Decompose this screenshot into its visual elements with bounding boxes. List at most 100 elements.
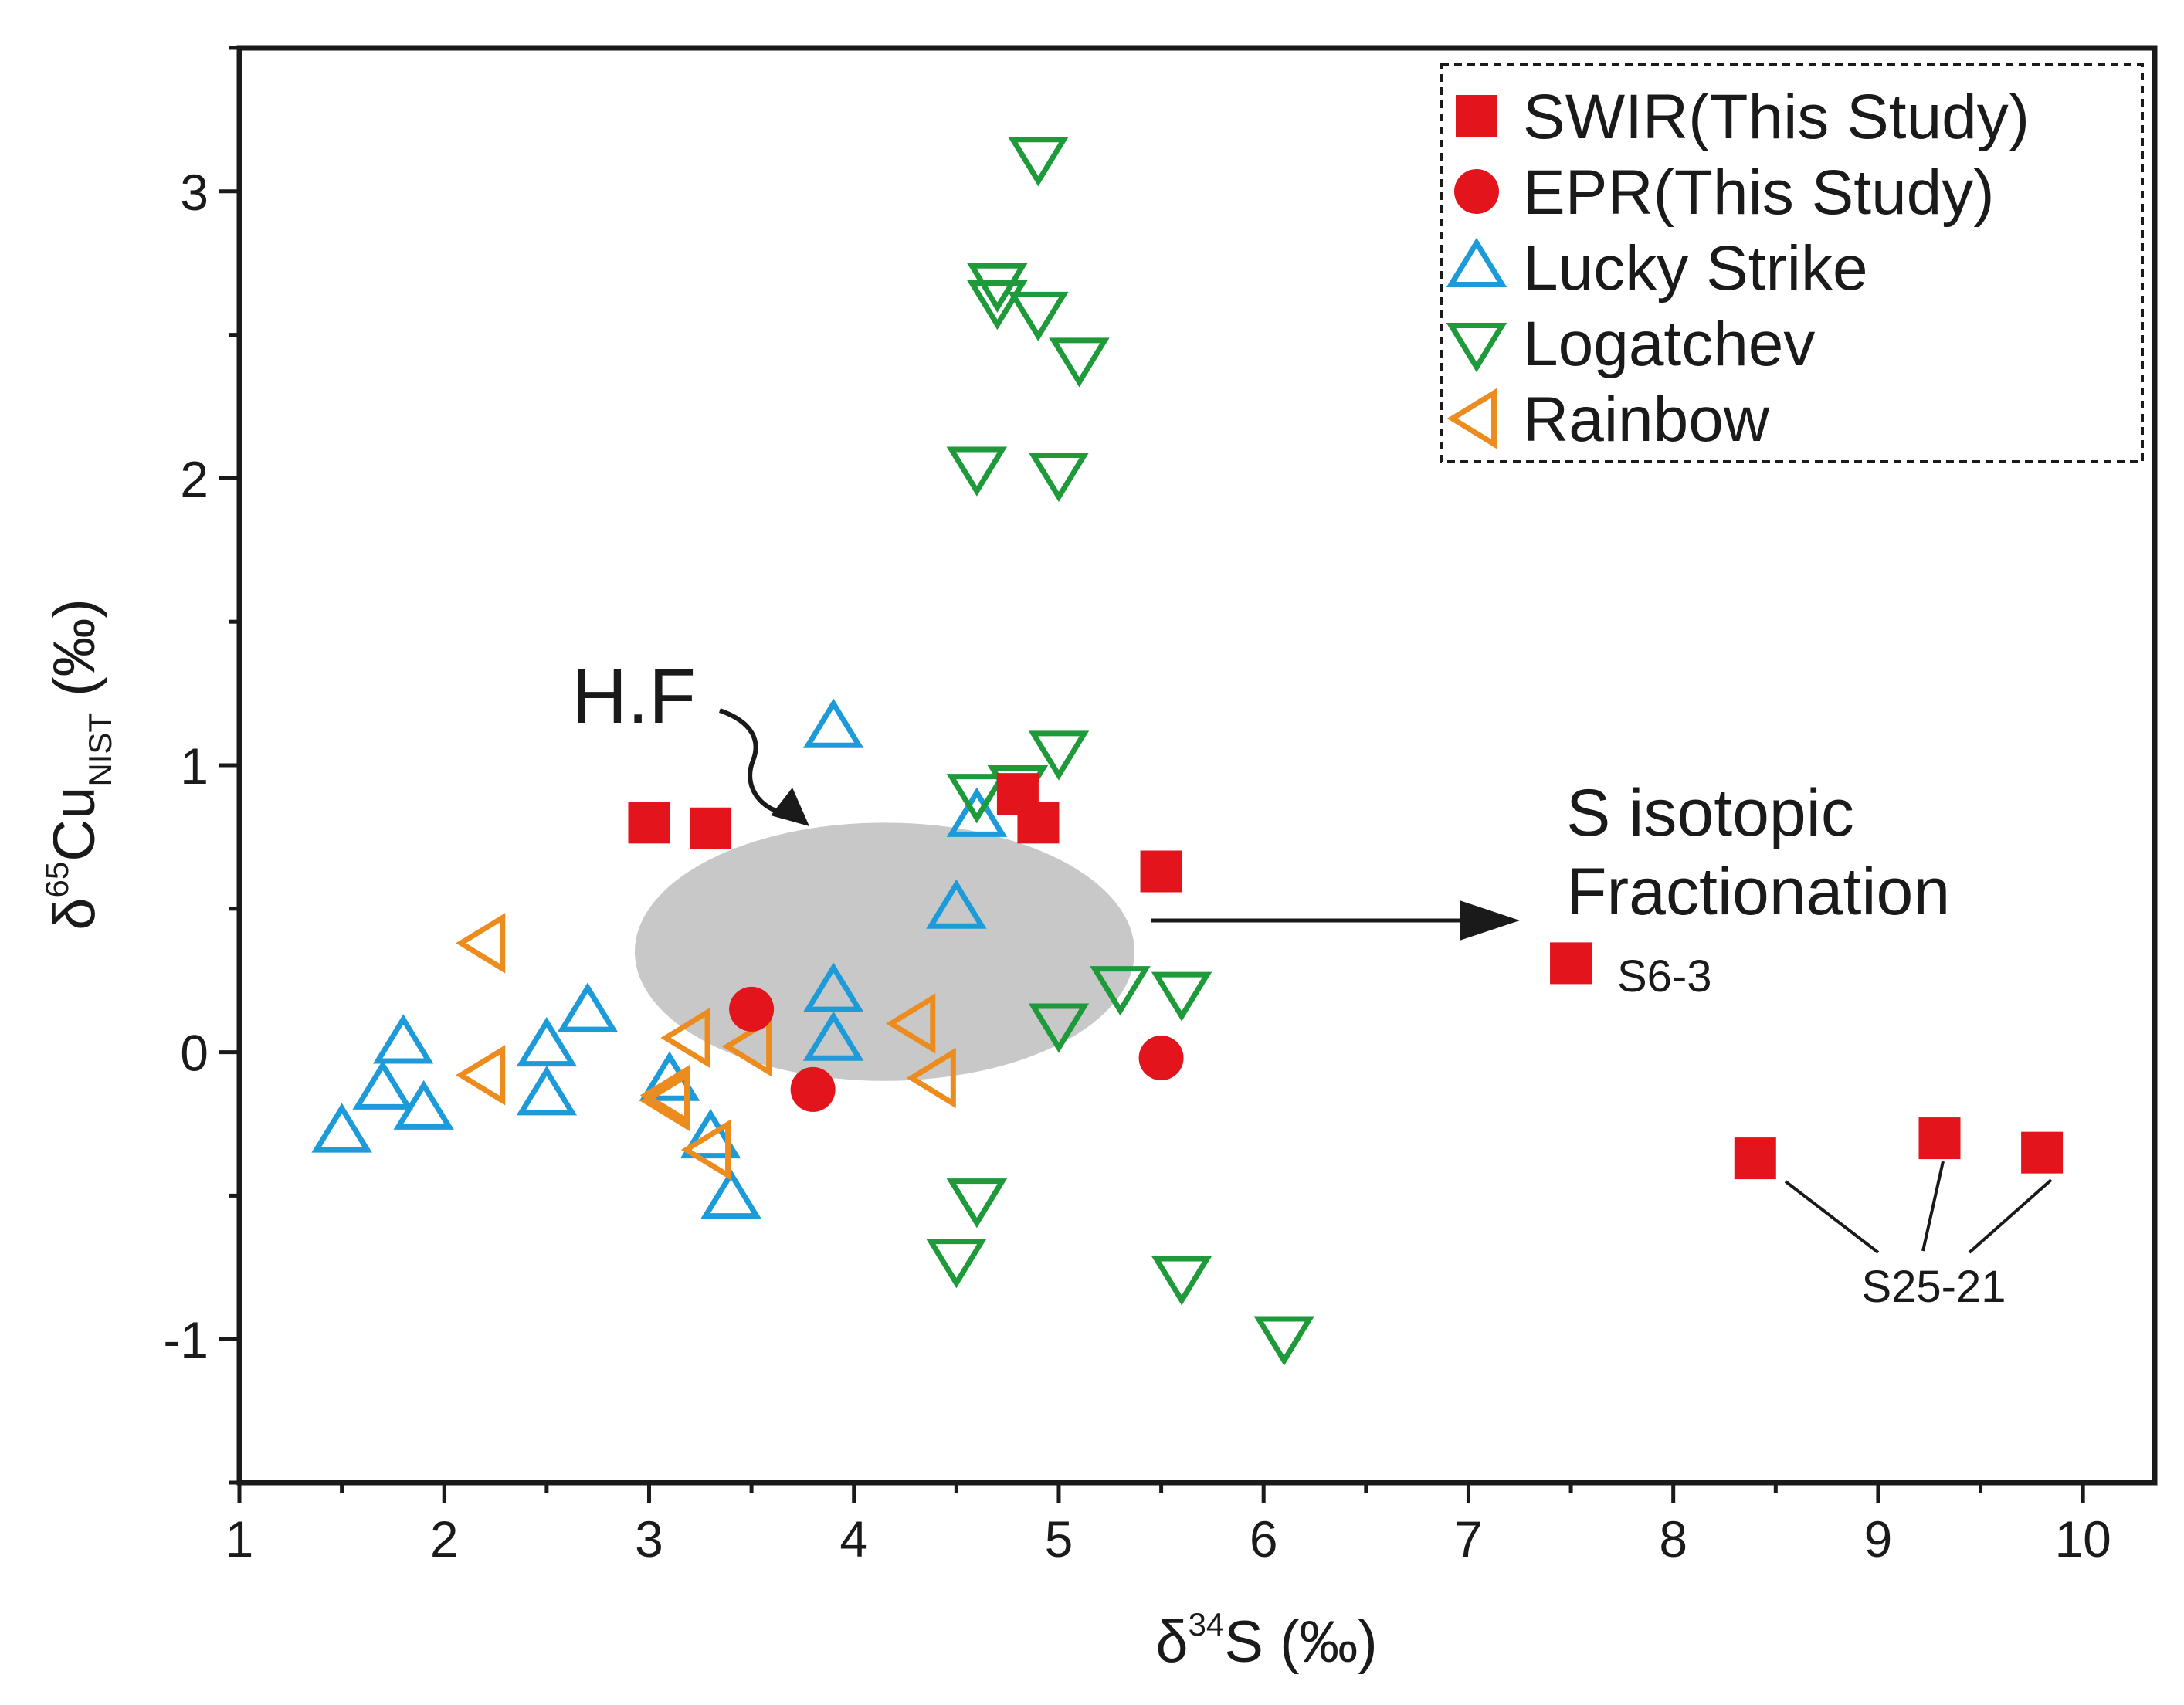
legend-marker xyxy=(1446,388,1497,449)
data-point xyxy=(946,774,1008,824)
y-tick-label: 3 xyxy=(180,164,209,221)
y-tick-label: 1 xyxy=(180,737,209,795)
data-point xyxy=(393,1080,454,1130)
data-point xyxy=(729,986,775,1032)
s6-3-label: S6-3 xyxy=(1617,951,1712,1002)
data-point xyxy=(311,1103,372,1153)
y-axis-title-sup: 65 xyxy=(39,862,75,898)
x-tick-label: 4 xyxy=(839,1510,868,1568)
data-point xyxy=(906,1047,956,1109)
fractionation-label-line2: Fractionation xyxy=(1566,855,1950,929)
legend-box xyxy=(1440,63,2144,463)
legend-label: Lucky Strike xyxy=(1523,233,1868,303)
data-point xyxy=(628,802,670,844)
x-axis-title-sup: 34 xyxy=(1189,1606,1225,1642)
data-point xyxy=(1550,942,1592,985)
data-point xyxy=(1008,137,1069,187)
data-point xyxy=(1049,337,1110,388)
legend-marker xyxy=(1456,95,1497,137)
hf-arrowhead xyxy=(771,788,809,826)
data-point xyxy=(946,787,1008,837)
legend-label: SWIR(This Study) xyxy=(1523,82,2030,152)
x-tick-label: 7 xyxy=(1454,1510,1483,1568)
data-point xyxy=(1017,802,1060,844)
legend-item: EPR(This Study) xyxy=(1454,158,1995,228)
x-tick-label: 6 xyxy=(1250,1510,1278,1568)
hf-label: H.F xyxy=(571,653,696,740)
x-tick-label: 9 xyxy=(1864,1510,1893,1568)
legend-marker xyxy=(1446,323,1507,373)
data-point xyxy=(1138,1036,1184,1081)
fractionation-arrowhead xyxy=(1460,900,1520,941)
data-point xyxy=(680,1108,741,1159)
data-point xyxy=(690,807,732,849)
data-point xyxy=(700,1168,761,1219)
x-tick-label: 1 xyxy=(226,1510,254,1568)
series-lucky-strike xyxy=(311,698,1008,1219)
x-tick-label: 2 xyxy=(430,1510,459,1568)
y-axis-title: δ65CuNIST (‰) xyxy=(39,598,118,930)
x-tick-label: 5 xyxy=(1045,1510,1073,1568)
legend-label: Rainbow xyxy=(1523,385,1770,455)
y-tick-label: 2 xyxy=(180,450,209,507)
legend-item: Logatchev xyxy=(1446,309,1815,379)
legend-label: Logatchev xyxy=(1523,309,1815,379)
data-point xyxy=(1028,1003,1090,1053)
data-point xyxy=(1028,452,1090,503)
x-axis-title-main: δ xyxy=(1155,1609,1188,1675)
x-tick-label: 10 xyxy=(2054,1510,2111,1568)
data-point xyxy=(1028,730,1090,781)
data-point xyxy=(886,993,936,1054)
data-point xyxy=(680,1119,731,1181)
legend-item: SWIR(This Study) xyxy=(1456,82,2030,152)
data-point xyxy=(1918,1117,1961,1160)
series-rainbow xyxy=(456,913,956,1181)
legend: SWIR(This Study)EPR(This Study)Lucky Str… xyxy=(1440,63,2144,463)
x-axis-title-rest: S (‰) xyxy=(1224,1609,1377,1675)
y-axis-title-mid: Cu xyxy=(42,787,107,862)
legend-item: Rainbow xyxy=(1446,385,1770,455)
hf-wavy-arrow xyxy=(719,708,804,822)
data-point xyxy=(1734,1137,1776,1180)
x-axis-ticks: 1 2 3 4 5 6 7 8 9 10 xyxy=(226,1483,2111,1568)
data-point xyxy=(946,446,1008,497)
data-point xyxy=(516,1066,578,1116)
fractionation-label-line1: S isotopic xyxy=(1566,776,1854,850)
s25-21-leader-3 xyxy=(1968,1178,2053,1254)
data-point xyxy=(1151,1256,1212,1306)
y-tick-label: 0 xyxy=(180,1025,209,1082)
data-point xyxy=(660,1007,710,1069)
x-axis-title: δ34S (‰) xyxy=(1155,1606,1377,1675)
legend-marker xyxy=(1446,237,1507,287)
annotations: H.F S isotopic Fractionation S6-3 S25-21 xyxy=(571,653,2053,1312)
series-swir-this-study- xyxy=(628,773,2064,1180)
data-point xyxy=(1008,291,1069,342)
y-tick-label: -1 xyxy=(163,1311,209,1368)
data-point xyxy=(802,962,864,1012)
data-point xyxy=(967,263,1028,313)
s25-21-leader-1 xyxy=(1784,1180,1880,1254)
data-point xyxy=(926,879,987,929)
data-point xyxy=(352,1059,413,1110)
x-tick-label: 3 xyxy=(635,1510,663,1568)
data-points xyxy=(311,137,2064,1366)
data-point xyxy=(516,1016,578,1067)
data-point xyxy=(790,1066,836,1112)
y-axis-title-rest: (‰) xyxy=(42,598,107,713)
data-point xyxy=(2021,1131,2064,1174)
legend-label: EPR(This Study) xyxy=(1523,158,1995,228)
data-point xyxy=(456,913,506,974)
data-point xyxy=(967,280,1028,330)
y-axis-ticks: -1 0 1 2 3 xyxy=(163,46,239,1485)
legend-marker xyxy=(1454,169,1499,214)
data-point xyxy=(1140,850,1182,893)
data-point xyxy=(721,1015,772,1077)
data-point xyxy=(639,1070,690,1132)
s25-21-leader-2 xyxy=(1921,1161,1945,1252)
legend-items: SWIR(This Study)EPR(This Study)Lucky Str… xyxy=(1446,82,2030,455)
data-point xyxy=(372,1014,434,1064)
y-axis-title-main: δ xyxy=(42,897,107,930)
data-point xyxy=(802,698,864,748)
data-point xyxy=(456,1045,506,1106)
